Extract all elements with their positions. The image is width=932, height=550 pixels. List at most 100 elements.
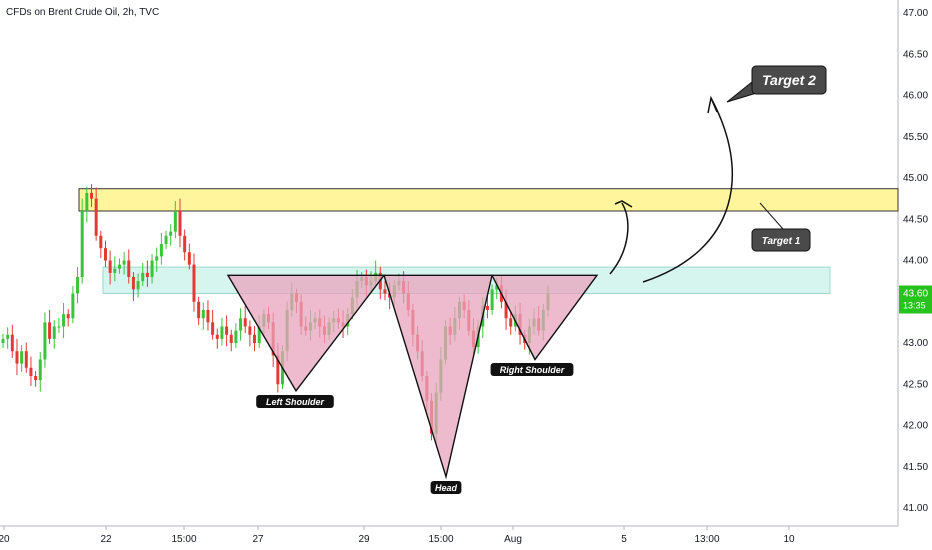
candle xyxy=(34,371,38,387)
candle-body xyxy=(43,322,47,360)
candle xyxy=(485,294,489,319)
price-tick-label: 44.00 xyxy=(903,256,928,267)
target1-callout-pointer xyxy=(759,202,784,230)
candle-body xyxy=(164,235,168,244)
candle-body xyxy=(38,359,42,381)
candle xyxy=(20,345,24,372)
candle xyxy=(48,310,52,344)
right-shoulder-label-bg xyxy=(490,363,574,376)
candle xyxy=(183,229,187,261)
candle-body xyxy=(80,211,84,277)
price-tick-label: 44.50 xyxy=(903,214,928,225)
candle xyxy=(234,323,238,348)
head-label-bg xyxy=(430,481,462,494)
candle xyxy=(155,247,159,273)
candle xyxy=(229,329,233,352)
time-tick-label: Aug xyxy=(504,534,522,545)
candle xyxy=(24,342,28,373)
candle-body xyxy=(173,211,177,232)
candle xyxy=(159,232,163,265)
resistance-zone xyxy=(78,188,899,212)
candle-body xyxy=(94,198,98,236)
candle-body xyxy=(169,231,173,236)
left-shoulder-triangle xyxy=(226,274,386,393)
candle-body xyxy=(108,260,112,273)
candle-body xyxy=(90,192,94,199)
candle-body xyxy=(29,367,33,376)
candle-body xyxy=(485,305,489,310)
candle xyxy=(197,296,201,325)
candle-body xyxy=(66,314,70,319)
candle-body xyxy=(136,281,140,290)
time-tick-label: 29 xyxy=(358,534,370,545)
target1-arrowhead xyxy=(614,200,633,208)
candle-body xyxy=(20,351,24,364)
target1-text: Target 1 xyxy=(762,236,801,247)
candle-body xyxy=(24,351,28,368)
candle xyxy=(131,272,135,301)
time-tick-label: 27 xyxy=(252,534,264,545)
candle-body xyxy=(504,301,508,319)
candle xyxy=(113,256,117,282)
candle-body xyxy=(383,289,387,294)
candle xyxy=(10,324,14,358)
time-tick-label: 13:00 xyxy=(694,534,719,545)
candle-body xyxy=(187,252,191,265)
time-tick-label: 20 xyxy=(0,534,10,545)
left-shoulder-label: Left Shoulder xyxy=(256,395,334,408)
candle-body xyxy=(229,334,233,343)
candle-body xyxy=(62,314,66,327)
left-shoulder-label-bg xyxy=(256,395,334,408)
candle xyxy=(85,186,89,223)
candle-body xyxy=(215,334,219,339)
candle-body xyxy=(155,256,159,261)
candle xyxy=(173,201,177,239)
candle xyxy=(66,309,70,327)
candle-body xyxy=(34,376,38,381)
candle-body xyxy=(99,235,103,249)
candle-body xyxy=(490,289,494,310)
last-price-badge xyxy=(899,285,932,314)
candle xyxy=(90,184,94,207)
candle-body xyxy=(10,334,14,352)
candle-body xyxy=(211,322,215,335)
candle xyxy=(201,302,205,330)
candle xyxy=(169,224,173,246)
candle xyxy=(187,243,191,270)
candle xyxy=(103,240,107,268)
candle-body xyxy=(239,318,243,331)
time-tick-label: 22 xyxy=(100,534,112,545)
candle-body xyxy=(113,268,117,273)
price-tick-label: 41.50 xyxy=(903,462,928,473)
candle xyxy=(76,267,80,304)
candle-body xyxy=(85,192,89,211)
candle-body xyxy=(201,310,205,319)
candle-body xyxy=(71,293,75,319)
candle-body xyxy=(131,277,135,290)
candle xyxy=(243,305,247,334)
candle xyxy=(178,198,182,248)
candle xyxy=(43,312,47,368)
right-shoulder-label-text: Right Shoulder xyxy=(500,365,565,375)
candle xyxy=(490,284,494,315)
time-tick-label: 15:00 xyxy=(171,534,196,545)
candle-body xyxy=(243,318,247,327)
candle-body xyxy=(127,260,131,277)
candle-body xyxy=(122,260,126,265)
candle-body xyxy=(145,272,149,277)
candle xyxy=(141,262,145,287)
target1-callout-box xyxy=(751,228,811,252)
time-tick-label: 5 xyxy=(621,534,627,545)
candle-body xyxy=(192,264,196,302)
candle xyxy=(1,333,5,348)
candle xyxy=(145,260,149,287)
candle-body xyxy=(48,322,52,339)
candle-body xyxy=(495,285,499,290)
time-tick-label: 10 xyxy=(783,534,795,545)
candle xyxy=(164,230,168,249)
candle-body xyxy=(52,326,56,339)
price-tick-label: 46.00 xyxy=(903,91,928,102)
candle-body xyxy=(253,334,257,343)
target2-projection-curve xyxy=(642,97,734,283)
